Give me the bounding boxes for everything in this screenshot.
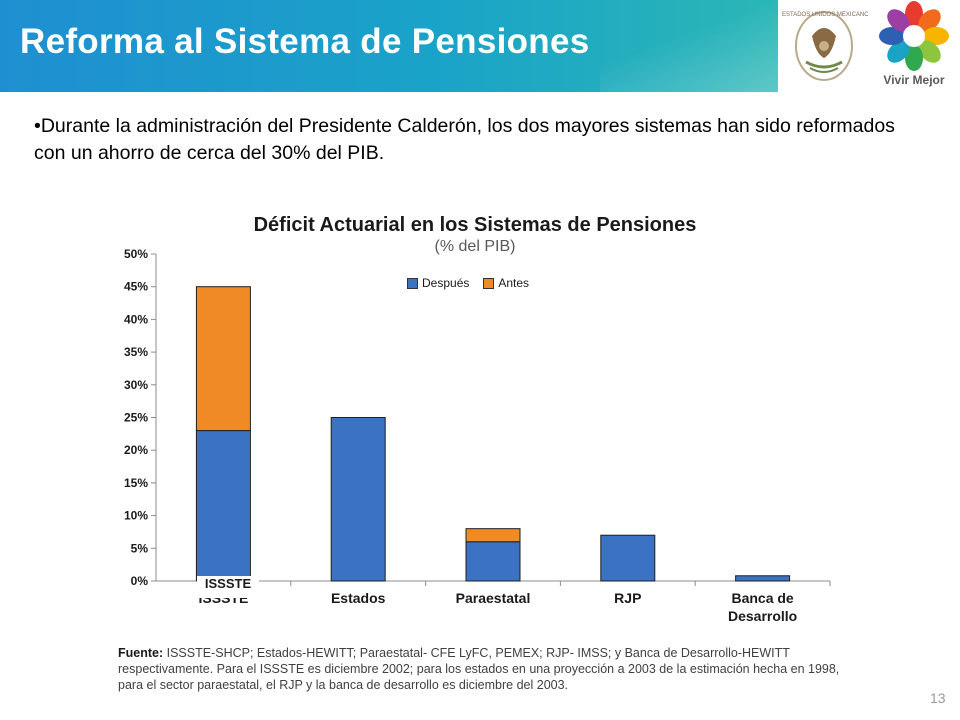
header-banner: Reforma al Sistema de Pensiones ESTADOS … bbox=[0, 0, 960, 92]
chart-subtitle: (% del PIB) bbox=[434, 238, 516, 255]
legend-swatch-despues bbox=[407, 277, 418, 289]
issste-overlay-label: ISSSTE bbox=[197, 576, 259, 598]
x-tick-label: Banca de bbox=[731, 590, 793, 606]
eagle-seal-icon bbox=[795, 11, 853, 81]
legend-item-despues: Después bbox=[407, 276, 469, 290]
x-tick-label: Paraestatal bbox=[456, 590, 531, 606]
x-tick-label: Desarrollo bbox=[728, 608, 797, 624]
flower-logo-icon bbox=[879, 1, 949, 71]
chart-legend: Después Antes bbox=[407, 276, 543, 290]
x-tick-label: Estados bbox=[331, 590, 386, 606]
bar-antes bbox=[195, 286, 251, 432]
bullet-text: •Durante la administración del President… bbox=[34, 115, 895, 164]
mexican-seal-logo: ESTADOS UNIDOS MEXICANOS bbox=[778, 0, 873, 92]
chart-title: Déficit Actuarial en los Sistemas de Pen… bbox=[253, 214, 697, 236]
source-note: Fuente: ISSSTE-SHCP; Estados-HEWITT; Par… bbox=[118, 645, 864, 693]
y-tick-label: 0% bbox=[131, 574, 149, 588]
source-text: ISSSTE-SHCP; Estados-HEWITT; Paraestatal… bbox=[118, 646, 840, 692]
slide-title: Reforma al Sistema de Pensiones bbox=[20, 22, 590, 61]
header-background bbox=[0, 0, 790, 92]
y-tick-label: 35% bbox=[124, 345, 148, 359]
y-axis: 0% 5% 10% 15% 20% 25% 30% 35% 40% 45% 50% bbox=[124, 247, 157, 588]
legend-label-despues: Después bbox=[422, 276, 470, 290]
bar-despues bbox=[330, 417, 386, 582]
y-tick-label: 5% bbox=[131, 541, 149, 555]
y-tick-label: 15% bbox=[124, 476, 148, 490]
y-tick-label: 30% bbox=[124, 378, 148, 392]
vivir-mejor-logo: Vivir Mejor bbox=[868, 0, 960, 92]
bar-despues bbox=[465, 541, 521, 582]
source-label: Fuente: bbox=[118, 646, 164, 660]
page-number: 13 bbox=[930, 690, 946, 706]
vivir-mejor-label: Vivir Mejor bbox=[883, 73, 945, 87]
bar-despues bbox=[195, 430, 251, 582]
y-tick-label: 50% bbox=[124, 247, 148, 261]
header-corner-accent bbox=[600, 0, 790, 92]
seal-caption: ESTADOS UNIDOS MEXICANOS bbox=[782, 12, 873, 18]
x-tick-label: RJP bbox=[614, 590, 641, 606]
y-tick-label: 25% bbox=[124, 411, 148, 425]
bar-despues bbox=[735, 575, 791, 582]
y-tick-label: 20% bbox=[124, 443, 148, 457]
legend-item-antes: Antes bbox=[483, 276, 529, 290]
chart-bars bbox=[195, 286, 791, 582]
y-tick-label: 40% bbox=[124, 312, 148, 326]
y-tick-label: 10% bbox=[124, 509, 148, 523]
y-tick-label: 45% bbox=[124, 280, 148, 294]
legend-swatch-antes bbox=[483, 277, 495, 289]
bar-despues bbox=[600, 534, 656, 582]
legend-label-antes: Antes bbox=[498, 276, 530, 290]
bar-antes bbox=[465, 528, 521, 543]
